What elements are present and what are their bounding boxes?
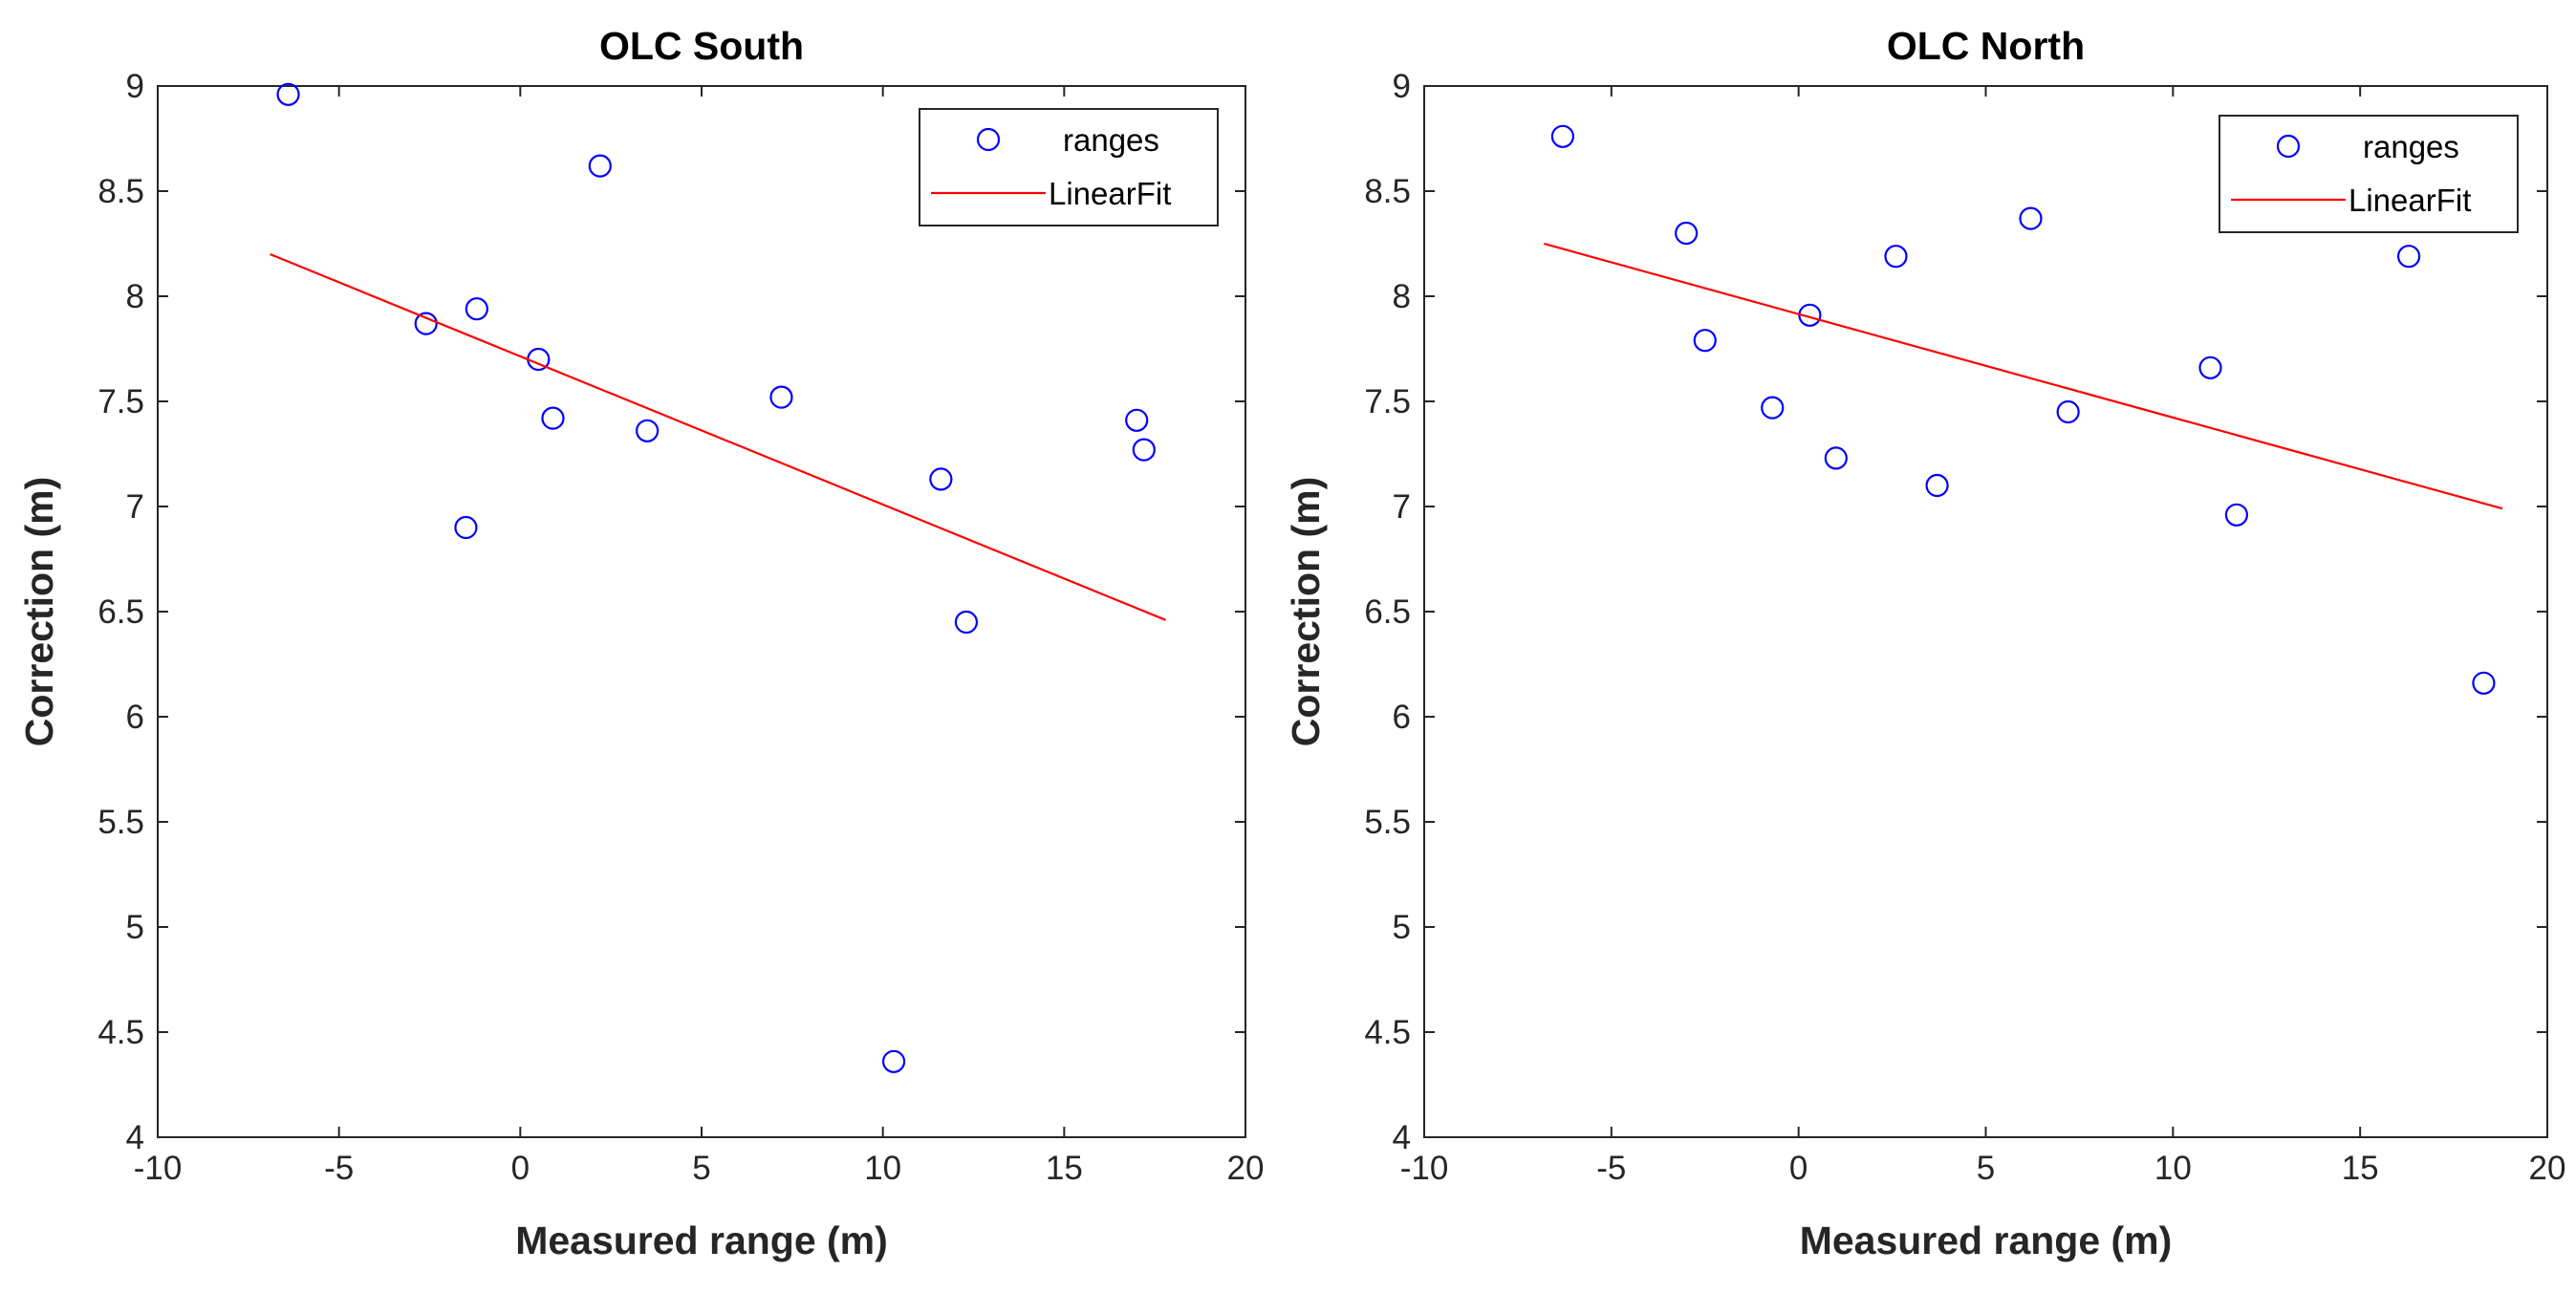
plot-area [157, 85, 1246, 1138]
x-tick-label: 10 [864, 1150, 901, 1187]
plot-area [1423, 85, 2548, 1138]
data-point [769, 385, 793, 409]
x-tick-label: 15 [2342, 1150, 2379, 1187]
y-tick-label: 8 [1393, 278, 1411, 315]
y-tick-label: 7 [126, 488, 144, 526]
y-tick-label: 7.5 [97, 383, 144, 420]
x-axis-label: Measured range (m) [515, 1218, 888, 1262]
y-tick-label: 8 [126, 278, 144, 315]
x-tick-label: 5 [692, 1150, 710, 1187]
legend-label-linearfit: LinearFit [2349, 183, 2471, 218]
data-point [1125, 408, 1149, 432]
chart-panel-2: -10 -5 0 5 10 15 20 4 4.5 5 5.5 6 6.5 7 7.5 8 8.5 9 OLC No… [1284, 24, 2565, 1262]
data-point [2056, 399, 2080, 424]
data-point [1925, 473, 1949, 498]
data-point [541, 406, 565, 430]
data-point [2472, 671, 2496, 695]
chart-title: OLC North [1887, 24, 2085, 68]
data-point [1550, 124, 1575, 148]
data-point [1132, 438, 1156, 462]
y-tick-label: 5.5 [1364, 804, 1411, 841]
y-tick-label: 6.5 [1364, 593, 1411, 631]
data-point [954, 610, 979, 635]
x-tick-label: 5 [1977, 1150, 1995, 1187]
y-tick-label: 4.5 [1364, 1014, 1411, 1051]
data-point [2198, 356, 2222, 379]
y-tick-label: 4 [1393, 1119, 1411, 1156]
y-tick-label: 4 [126, 1119, 144, 1156]
data-point [454, 515, 478, 540]
y-tick-label: 7.5 [1364, 383, 1411, 420]
y-tick-label: 5 [1393, 909, 1411, 946]
legend-marker-ranges [2276, 134, 2301, 159]
data-point [929, 467, 953, 491]
chart-panel-1: -10 -5 0 5 10 15 20 4 4.5 5 5.5 6 6.5 7 7.5 8 8.5 9 OLC So… [17, 24, 1264, 1262]
data-point [2019, 206, 2043, 230]
y-tick-label: 7 [1393, 488, 1411, 526]
x-tick-label: -5 [1596, 1150, 1626, 1187]
y-tick-label: 9 [1393, 68, 1411, 105]
y-tick-label: 6 [126, 699, 144, 736]
x-tick-label: 20 [2529, 1150, 2566, 1187]
chart-title: OLC South [599, 24, 804, 68]
legend-label-linearfit: LinearFit [1049, 176, 1171, 211]
x-tick-label: -10 [134, 1150, 183, 1187]
y-tick-label: 8.5 [1364, 173, 1411, 210]
data-point [1693, 329, 1717, 353]
x-tick-label: 10 [2154, 1150, 2192, 1187]
data-point [2224, 503, 2249, 527]
legend-label-ranges: ranges [2363, 129, 2459, 164]
y-axis-label: Correction (m) [1284, 477, 1328, 746]
linear-fit-line [270, 252, 1166, 621]
legend: ranges LinearFit [2219, 115, 2519, 233]
x-tick-label: 0 [1789, 1150, 1808, 1187]
data-point [465, 297, 488, 321]
y-tick-label: 8.5 [97, 173, 144, 210]
data-point [414, 312, 438, 335]
y-tick-label: 6.5 [97, 593, 144, 631]
linear-fit-line [1544, 242, 2503, 510]
y-tick-label: 5 [126, 909, 144, 946]
data-point [1884, 245, 1908, 269]
x-tick-label: -5 [324, 1150, 354, 1187]
x-tick-label: 15 [1046, 1150, 1083, 1187]
data-point [1824, 446, 1848, 470]
x-axis-label: Measured range (m) [1800, 1218, 2173, 1262]
data-point [276, 82, 300, 106]
data-point [1675, 221, 1699, 246]
data-point [588, 154, 612, 178]
legend-box [919, 108, 1219, 226]
y-tick-label: 6 [1393, 699, 1411, 736]
legend-label-ranges: ranges [1063, 122, 1159, 158]
y-tick-label: 9 [126, 68, 144, 105]
legend: ranges LinearFit [919, 108, 1219, 226]
data-point [881, 1049, 906, 1073]
x-tick-label: -10 [1400, 1150, 1449, 1187]
legend-box [2219, 115, 2519, 233]
x-tick-label: 20 [1227, 1150, 1265, 1187]
data-point [2396, 245, 2421, 269]
y-tick-label: 4.5 [97, 1014, 144, 1051]
legend-marker-ranges [976, 127, 1001, 152]
y-tick-label: 5.5 [97, 804, 144, 841]
data-point [635, 419, 660, 442]
y-axis-label: Correction (m) [17, 477, 61, 746]
data-point [1761, 396, 1785, 420]
x-tick-label: 0 [511, 1150, 530, 1187]
